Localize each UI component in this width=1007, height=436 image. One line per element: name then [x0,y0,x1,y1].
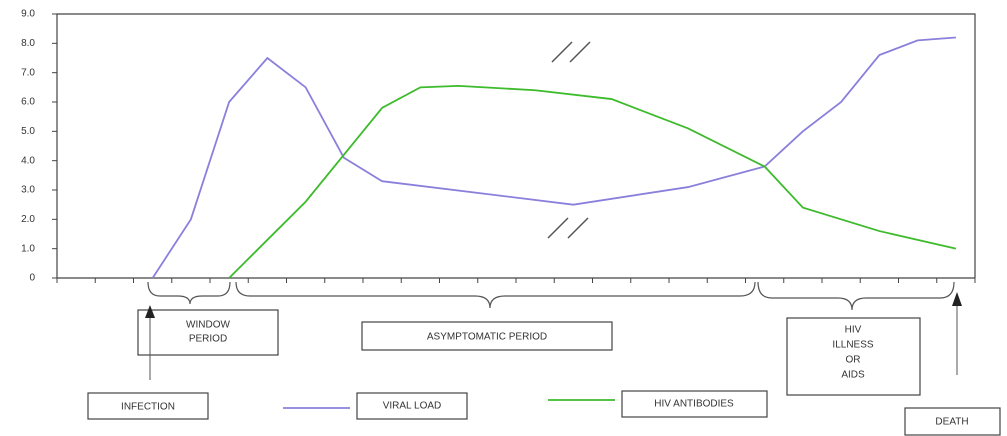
y-tick-label: 7.0 [21,67,35,78]
y-tick-label: 4.0 [21,155,35,166]
y-tick-label: 2.0 [21,214,35,225]
brace [235,281,756,309]
legend-box [621,390,768,418]
line [228,84,957,279]
y-tick-label: 3.0 [21,185,35,196]
infection-box [87,392,209,420]
annotation: ASYMPTOMATIC PERIOD [427,332,547,343]
annotation: INFECTION [121,402,175,413]
annotation: HIV [845,325,862,336]
death-box [904,407,1001,436]
aids-box [786,317,921,396]
annotation: OR [846,355,861,366]
brace [147,281,231,305]
y-tick-label: 8.0 [21,38,35,49]
annotation: WINDOW [186,320,230,331]
arrow-head [145,305,155,318]
window-box [137,309,279,356]
annotation: AIDS [841,370,865,381]
y-tick-label: 1.0 [21,243,35,254]
legend-label: HIV ANTIBODIES [654,399,734,410]
y-tick-label: 5.0 [21,126,35,137]
asymptomatic-box [361,321,613,351]
axis [56,13,976,278]
annotation: PERIOD [189,334,227,345]
break-mark [547,41,591,239]
legend-box [356,392,468,420]
y-tick-label: 9.0 [21,9,35,20]
y-tick-label: 6.0 [21,97,35,108]
brace [757,281,955,311]
annotation: DEATH [935,417,968,428]
y-tick-label: 0 [29,273,35,284]
line [151,36,956,279]
annotation: ILLNESS [832,340,873,351]
arrow-head [952,292,962,306]
legend-label: VIRAL LOAD [383,401,442,412]
